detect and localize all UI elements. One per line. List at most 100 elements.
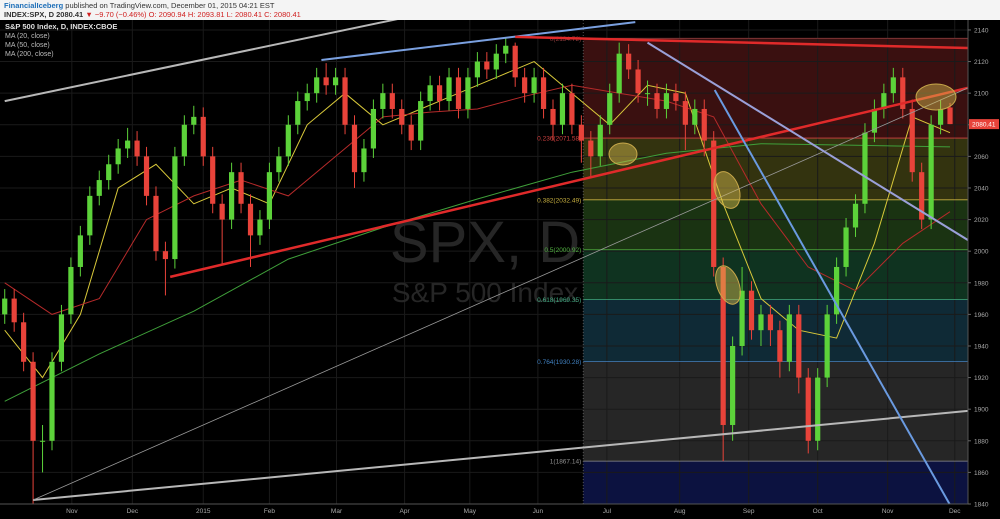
candle-body [919,172,925,220]
candle-body [2,298,8,315]
candle-body [323,77,329,86]
candle-body [937,108,944,125]
y-tick-label: 2040 [974,185,989,192]
price-axis [968,20,1000,519]
trendline [515,35,968,50]
candle-body [503,45,509,54]
fib-band [583,299,968,362]
candle-body [531,77,537,94]
candle-body [276,156,282,173]
x-tick-label: Dec [949,508,961,515]
publish-line: FinancialIceberg published on TradingVie… [4,1,274,10]
trendline [4,20,398,103]
candle-body [654,93,660,109]
candle-body [644,93,651,95]
y-tick-label: 2000 [974,249,989,256]
candle-body [49,361,55,441]
x-tick-label: Dec [127,508,139,515]
trendline [321,21,636,61]
published: published on TradingView.com, December 0… [65,1,275,10]
y-tick-label: 1960 [974,312,989,319]
candle-body [512,45,518,78]
change: ▼ −9.70 (−0.46%) [85,10,147,19]
candle-body [427,85,433,102]
candle-body [191,116,197,125]
candle-body [767,314,774,331]
candle-body [626,53,632,70]
candle-body [106,164,112,181]
candle-body [11,298,17,323]
watermark-name: S&P 500 Index [392,277,578,308]
candle-body [238,172,244,204]
candle-body [758,314,764,331]
last-price-label: 2080.41 [972,122,996,129]
candle-body [96,180,102,196]
trendlines [4,20,968,504]
candle-body [673,93,679,102]
candle-body [484,61,490,70]
trendline [713,89,951,504]
y-tick-label: 2060 [974,154,989,161]
candle-body [21,322,27,362]
moving-average [4,84,951,315]
x-tick-label: Sep [743,508,755,515]
candle-body [172,156,178,260]
x-tick-label: Nov [66,508,78,515]
candle-body [351,124,358,173]
y-tick-label: 2140 [974,27,989,34]
x-tick-label: May [464,508,477,515]
highlight [713,171,741,209]
candle-body [928,124,934,220]
candle-body [285,124,291,157]
candle-body [58,314,65,362]
highlights [608,83,957,305]
x-tick-label: Aug [674,508,686,515]
highlight [915,83,957,111]
moving-average [4,143,951,402]
x-tick-label: Feb [264,508,276,515]
legend-entry: MA (50, close) [5,42,50,49]
x-tick-label: 2015 [196,508,211,515]
candle-body [115,148,121,165]
candle-body [210,156,216,204]
candle-body [805,377,811,441]
x-tick-label: Jun [533,508,544,515]
x-tick-label: Nov [882,508,894,515]
candle-body [862,132,868,204]
watermark-symbol: SPX, D [390,210,580,275]
candle-body [682,101,688,125]
candle-body [474,61,480,78]
fib-label: 0.618(1969.35) [537,297,581,304]
candle-body [295,101,301,125]
candle-body [436,85,443,102]
y-tick-label: 1860 [974,470,989,477]
trendline [33,409,968,501]
candle-body [834,266,840,315]
last-price: 2080.41 [56,10,84,19]
legend-entry: MA (20, close) [5,33,50,40]
candle-body [389,93,395,109]
y-tick-label: 1920 [974,375,989,382]
candle-body [550,108,556,125]
fib-label: 0.382(2032.49) [537,197,581,204]
fib-band [583,138,968,200]
x-tick-label: Mar [331,508,343,515]
candle-body [711,140,717,267]
candle-body [143,156,150,196]
candle-body [777,330,783,362]
x-tick-label: Oct [813,508,823,515]
author[interactable]: FinancialIceberg [4,1,64,10]
candle-body [597,124,603,157]
candle-body [748,290,755,331]
y-tick-label: 2120 [974,59,989,66]
candle-body [786,314,792,362]
candle-body [332,77,339,86]
candle-body [559,93,566,125]
candle-body [342,77,348,125]
candle-body [796,314,802,378]
y-tick-label: 1900 [974,407,989,414]
legend-title: S&P 500 Index, D, INDEX:CBOE [5,22,117,31]
candle-body [418,101,424,141]
x-tick-label: Jul [603,508,612,515]
